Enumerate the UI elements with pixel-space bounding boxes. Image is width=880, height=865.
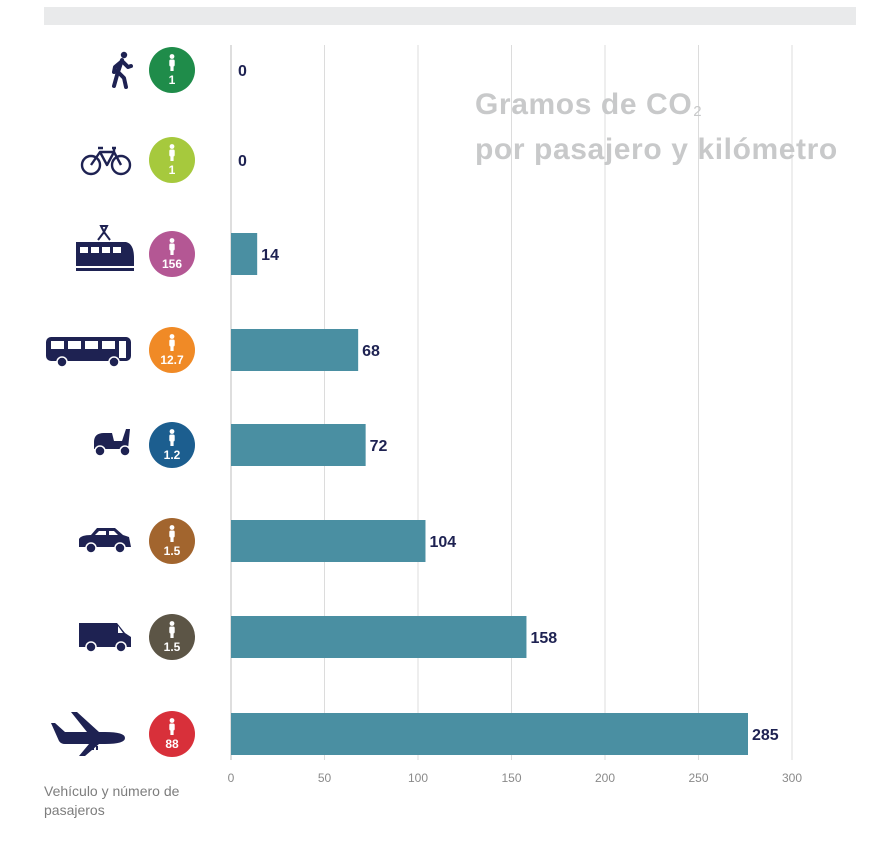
bicycle-icon [80,146,132,176]
bar-value-label: 0 [238,63,247,80]
category-row: 1.5 [78,518,195,564]
bar-value-label: 72 [370,438,388,455]
bar [231,424,366,466]
category-row: 1 [80,137,195,183]
bar-value-label: 68 [362,343,380,360]
train-icon [75,225,135,272]
bus-icon [45,336,132,368]
passenger-badge: 1 [149,137,195,183]
category-row: 1 [112,47,195,93]
x-tick-label: 100 [408,771,428,785]
passenger-badge: 88 [149,711,195,757]
passenger-count: 1.5 [164,544,181,558]
walking-icon [112,49,133,89]
x-tick-label: 150 [501,771,521,785]
category-row: 156 [75,225,195,277]
bar [231,520,426,562]
bar-value-label: 14 [261,247,279,264]
bar-value-label: 104 [429,534,456,551]
category-row: 12.7 [45,327,195,373]
bar [231,713,748,755]
title-subscript: 2 [693,103,703,120]
chart-title: Gramos de CO2 por pasajero y kilómetro [475,86,838,169]
passenger-count: 156 [162,257,182,271]
title-line-1: Gramos de CO [475,88,693,121]
passenger-badge: 1.2 [149,422,195,468]
passenger-count: 1.2 [164,448,181,462]
rows: 1 1 156 12.7 1.2 1.5 1.5 88 [45,47,195,757]
category-row: 1.5 [78,614,195,660]
top-band [44,7,856,25]
y-axis-label: Vehículo y número de pasajeros [44,783,180,818]
bar [231,616,527,658]
passenger-badge: 12.7 [149,327,195,373]
x-tick-label: 250 [688,771,708,785]
passenger-badge: 1 [149,47,195,93]
bar-value-label: 285 [752,727,779,744]
passenger-badge: 156 [149,231,195,277]
passenger-badge: 1.5 [149,518,195,564]
bar [231,233,258,275]
van-icon [78,622,132,653]
bar-value-label: 158 [530,630,557,647]
passenger-count: 12.7 [160,353,184,367]
passenger-count: 1.5 [164,640,181,654]
category-row: 88 [51,711,195,757]
bar-value-label: 0 [238,153,247,170]
title-line-2: por pasajero y kilómetro [475,133,838,166]
bar [231,329,359,371]
x-axis-ticks: 0 50 100 150 200 250 300 [228,771,803,785]
airplane-icon [51,712,125,756]
car-icon [78,527,132,554]
x-tick-label: 50 [318,771,332,785]
bars: 0 0 14 68 72 104 158 285 [231,63,779,755]
passenger-count: 88 [165,737,179,751]
category-row: 1.2 [93,422,195,468]
x-tick-label: 0 [228,771,235,785]
passenger-badge: 1.5 [149,614,195,660]
scooter-icon [93,428,131,457]
x-tick-label: 200 [595,771,615,785]
passenger-count: 1 [169,163,176,177]
x-tick-label: 300 [782,771,802,785]
passenger-count: 1 [169,73,176,87]
